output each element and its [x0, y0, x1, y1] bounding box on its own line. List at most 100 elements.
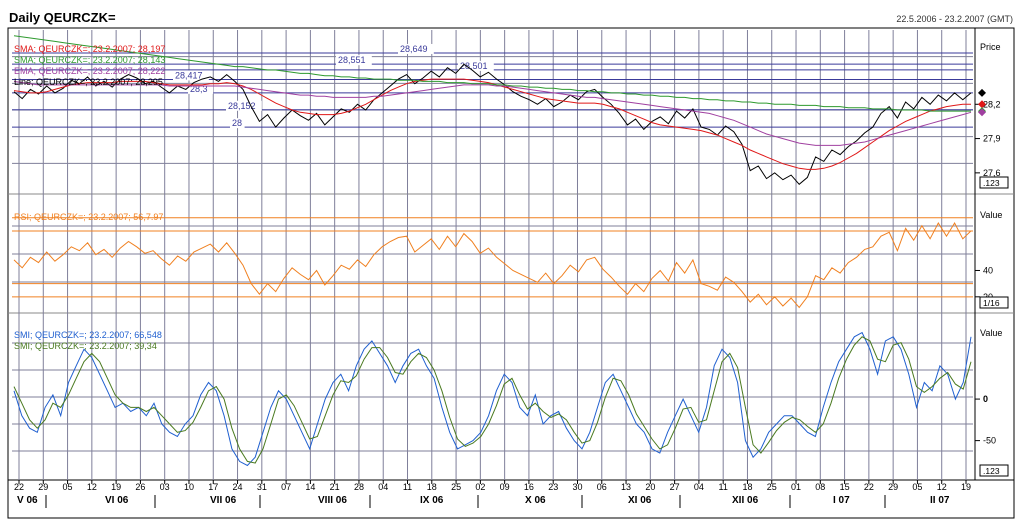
xtick-day-label: 19 [961, 482, 971, 492]
series-line-smi_signal [13, 336, 972, 464]
xtick-day-label: 27 [670, 482, 680, 492]
ytick-label: 40 [983, 265, 993, 275]
xtick-day-label: 02 [475, 482, 485, 492]
month-label: V 06 [17, 495, 38, 506]
chart-frame [7, 27, 1015, 519]
series-line-smi [13, 331, 972, 467]
scale-box[interactable] [979, 176, 1009, 189]
series-line-sma_fast [13, 78, 971, 170]
level-label-bg [226, 100, 262, 111]
month-label: II 07 [930, 495, 950, 506]
xtick-day-label: 24 [233, 482, 243, 492]
value-marker-sma_fast [978, 100, 986, 109]
xtick-day-label: 13 [621, 482, 631, 492]
level-label-bg [230, 118, 245, 129]
xtick-day-label: 19 [111, 482, 121, 492]
xtick-day-label: 12 [937, 482, 947, 492]
axis-title: Value [980, 210, 1002, 220]
xtick-day-label: 20 [645, 482, 655, 492]
xtick-day-label: 18 [742, 482, 752, 492]
level-label: 28,649 [400, 44, 428, 54]
xtick-day-label: 26 [135, 482, 145, 492]
month-label: XII 06 [732, 495, 759, 506]
series-layer [13, 35, 972, 467]
level-label: 28,501 [460, 61, 488, 71]
xtick-day-label: 22 [14, 482, 24, 492]
xtick-day-label: 17 [208, 482, 218, 492]
scale-box-label: 1/16 [983, 298, 1000, 308]
ytick-label: 27,9 [983, 134, 1001, 144]
legend-entry: SMA; QEURCZK=; 23.2.2007; 28,143 [14, 55, 165, 65]
xtick-day-label: 21 [330, 482, 340, 492]
level-label: 28,551 [338, 55, 366, 65]
scale-box-label: .123 [983, 178, 1000, 188]
ytick-label: 27,6 [983, 168, 1001, 178]
legend-entry: SMI; QEURCZK=; 23.2.2007; 39,34 [14, 341, 157, 351]
xtick-day-label: 16 [524, 482, 534, 492]
chart-title: Daily QEURCZK= [9, 10, 116, 25]
axis-title: Value [980, 328, 1002, 338]
legend-entry: EMA; QEURCZK=; 23.2.2007; 28,222 [14, 66, 165, 76]
xtick-day-label: 29 [888, 482, 898, 492]
xtick-day-label: 15 [840, 482, 850, 492]
series-line-ema [13, 80, 972, 146]
scale-box[interactable] [979, 464, 1009, 477]
xtick-day-label: 05 [912, 482, 922, 492]
xtick-day-label: 22 [864, 482, 874, 492]
ytick-label: 28,2 [983, 99, 1001, 109]
value-marker-ema [978, 108, 986, 117]
xtick-day-label: 25 [451, 482, 461, 492]
xtick-day-label: 08 [815, 482, 825, 492]
month-label: IX 06 [420, 495, 444, 506]
xtick-day-label: 11 [403, 482, 412, 492]
value-marker-price [978, 88, 986, 97]
level-label-bg [173, 70, 209, 81]
scale-box-label: .123 [983, 466, 1000, 476]
legend-entry: SMA; QEURCZK=; 23.2.2007; 28,197 [14, 44, 165, 54]
xtick-day-label: 09 [500, 482, 510, 492]
legend-entry: Line; QEURCZK=; 23.2.2007; 28,295 [14, 77, 163, 87]
xtick-day-label: 29 [38, 482, 48, 492]
series-line-sma_slow [13, 35, 971, 112]
xtick-day-label: 05 [63, 482, 73, 492]
xtick-day-label: 28 [354, 482, 364, 492]
month-label: VI 06 [105, 495, 129, 506]
month-label: XI 06 [628, 495, 652, 506]
xtick-day-label: 11 [719, 482, 728, 492]
ytick-label: 0 [983, 394, 988, 404]
month-label: VII 06 [210, 495, 237, 506]
ytick-label: -50 [983, 436, 996, 446]
legend-entry: RSI; QEURCZK=; 23.2.2007; 56,7.97 [14, 212, 163, 222]
level-label-bg [188, 83, 214, 94]
month-label: X 06 [525, 495, 546, 506]
level-label: 28,417 [175, 70, 203, 80]
xtick-day-label: 10 [184, 482, 194, 492]
series-line-rsi [13, 221, 972, 309]
xtick-day-label: 07 [281, 482, 291, 492]
level-label: 28,3 [190, 84, 208, 94]
xtick-day-label: 30 [572, 482, 582, 492]
level-label-bg [458, 60, 494, 71]
grid-lines [12, 30, 973, 480]
level-label: 28 [232, 118, 242, 128]
month-label: VIII 06 [318, 495, 347, 506]
xtick-day-label: 18 [427, 482, 437, 492]
date-range: 22.5.2006 - 23.2.2007 (GMT) [896, 14, 1013, 24]
series-line-price [13, 63, 972, 185]
axis-title: Price [980, 42, 1001, 52]
xtick-day-label: 12 [87, 482, 97, 492]
scale-box[interactable] [979, 296, 1009, 309]
xtick-day-label: 14 [305, 482, 315, 492]
xtick-day-label: 31 [257, 482, 267, 492]
level-label-bg [398, 43, 434, 54]
xtick-day-label: 03 [160, 482, 170, 492]
xtick-day-label: 04 [378, 482, 388, 492]
xtick-day-label: 01 [791, 482, 801, 492]
level-lines: 28,649 28,551 28,501 28,417 28,3 28,152 28 [12, 43, 973, 298]
level-label-bg [336, 55, 372, 66]
level-label: 28,152 [228, 101, 256, 111]
xtick-day-label: 04 [694, 482, 704, 492]
